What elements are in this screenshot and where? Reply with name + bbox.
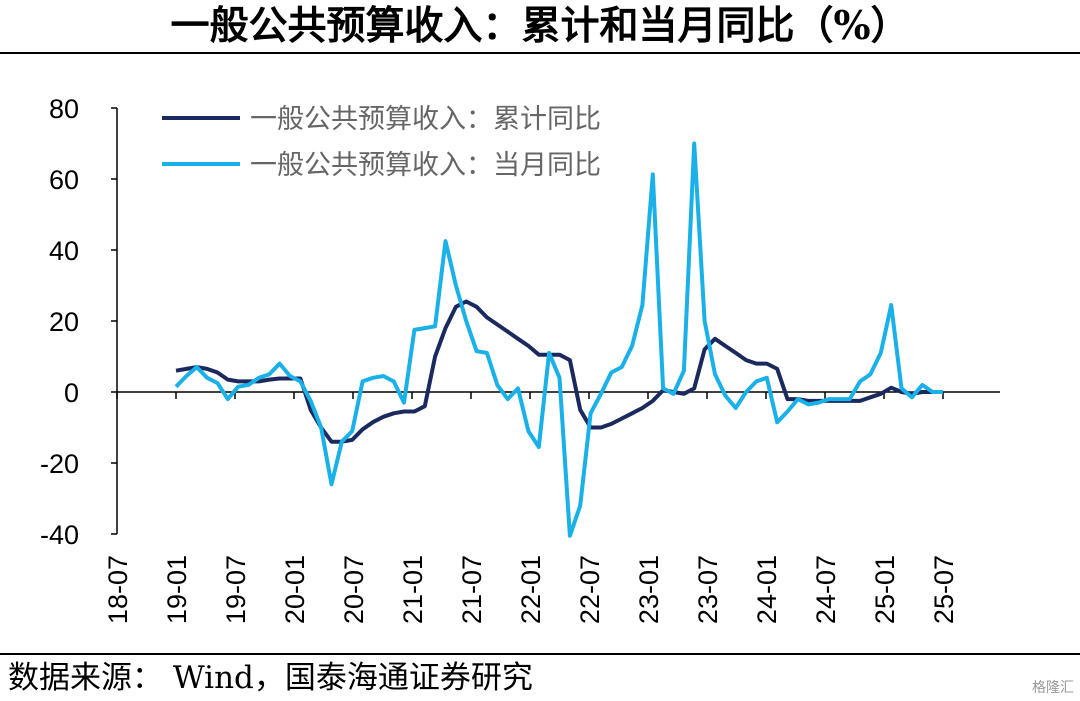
x-tick-label: 22-07 — [575, 555, 605, 624]
source-divider — [0, 653, 1080, 655]
x-tick-label: 24-07 — [811, 555, 841, 624]
x-tick-label: 23-01 — [634, 555, 664, 624]
title-divider — [0, 52, 1080, 54]
y-tick-label: -20 — [40, 449, 79, 479]
chart-ticks: -40 -20 0 20 40 60 80 18-07 19-01 19-07 20-01 20-07… — [40, 94, 959, 624]
series-line-monthly — [174, 141, 943, 538]
x-tick-label: 20-01 — [280, 555, 310, 624]
x-tick-label: 22-01 — [516, 555, 546, 624]
x-tick-label: 21-01 — [398, 555, 428, 624]
y-tick-label: 0 — [64, 378, 79, 408]
x-tick-label: 25-07 — [929, 555, 959, 624]
line-chart: -40 -20 0 20 40 60 80 18-07 19-01 19-07 20-01 20-07… — [40, 94, 1000, 624]
y-tick-label: 60 — [49, 165, 79, 195]
series-line-cumulative — [175, 299, 943, 444]
y-tick-label: 40 — [49, 236, 79, 266]
chart-title: 一般公共预算收入：累计和当月同比（%） — [170, 3, 910, 49]
legend-label: 一般公共预算收入：累计同比 — [250, 104, 601, 134]
x-tick-label: 19-07 — [221, 555, 251, 624]
x-tick-label: 19-01 — [162, 555, 192, 624]
x-tick-label: 25-01 — [870, 555, 900, 624]
x-tick-label: 18-07 — [103, 555, 133, 624]
x-tick-label: 21-07 — [457, 555, 487, 624]
data-source: 数据来源： Wind，国泰海通证券研究 — [8, 660, 533, 696]
y-tick-label: -40 — [40, 520, 79, 550]
chart-lines — [174, 141, 943, 538]
y-tick-label: 80 — [49, 94, 79, 124]
legend-label: 一般公共预算收入：当月同比 — [250, 150, 601, 180]
x-tick-label: 23-07 — [693, 555, 723, 624]
x-tick-label: 20-07 — [339, 555, 369, 624]
watermark-logo: 格隆汇 — [1032, 680, 1074, 696]
x-tick-label: 24-01 — [752, 555, 782, 624]
y-tick-label: 20 — [49, 307, 79, 337]
